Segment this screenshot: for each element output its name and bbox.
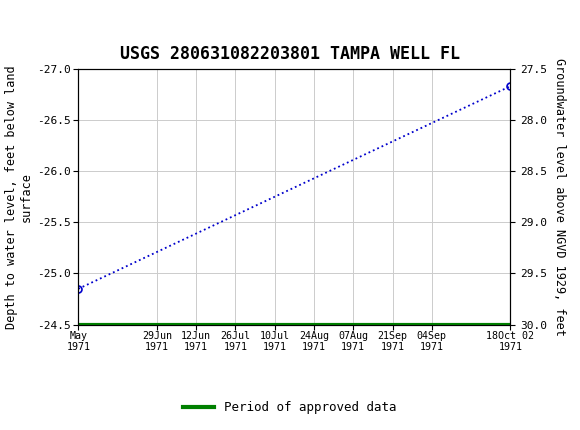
Y-axis label: Groundwater level above NGVD 1929, feet: Groundwater level above NGVD 1929, feet xyxy=(553,58,566,336)
Text: ▒USGS: ▒USGS xyxy=(9,12,63,33)
Y-axis label: Depth to water level, feet below land
surface: Depth to water level, feet below land su… xyxy=(5,65,32,329)
Text: USGS 280631082203801 TAMPA WELL FL: USGS 280631082203801 TAMPA WELL FL xyxy=(120,45,460,63)
Bar xyxy=(6,4,87,41)
Legend: Period of approved data: Period of approved data xyxy=(178,396,402,419)
